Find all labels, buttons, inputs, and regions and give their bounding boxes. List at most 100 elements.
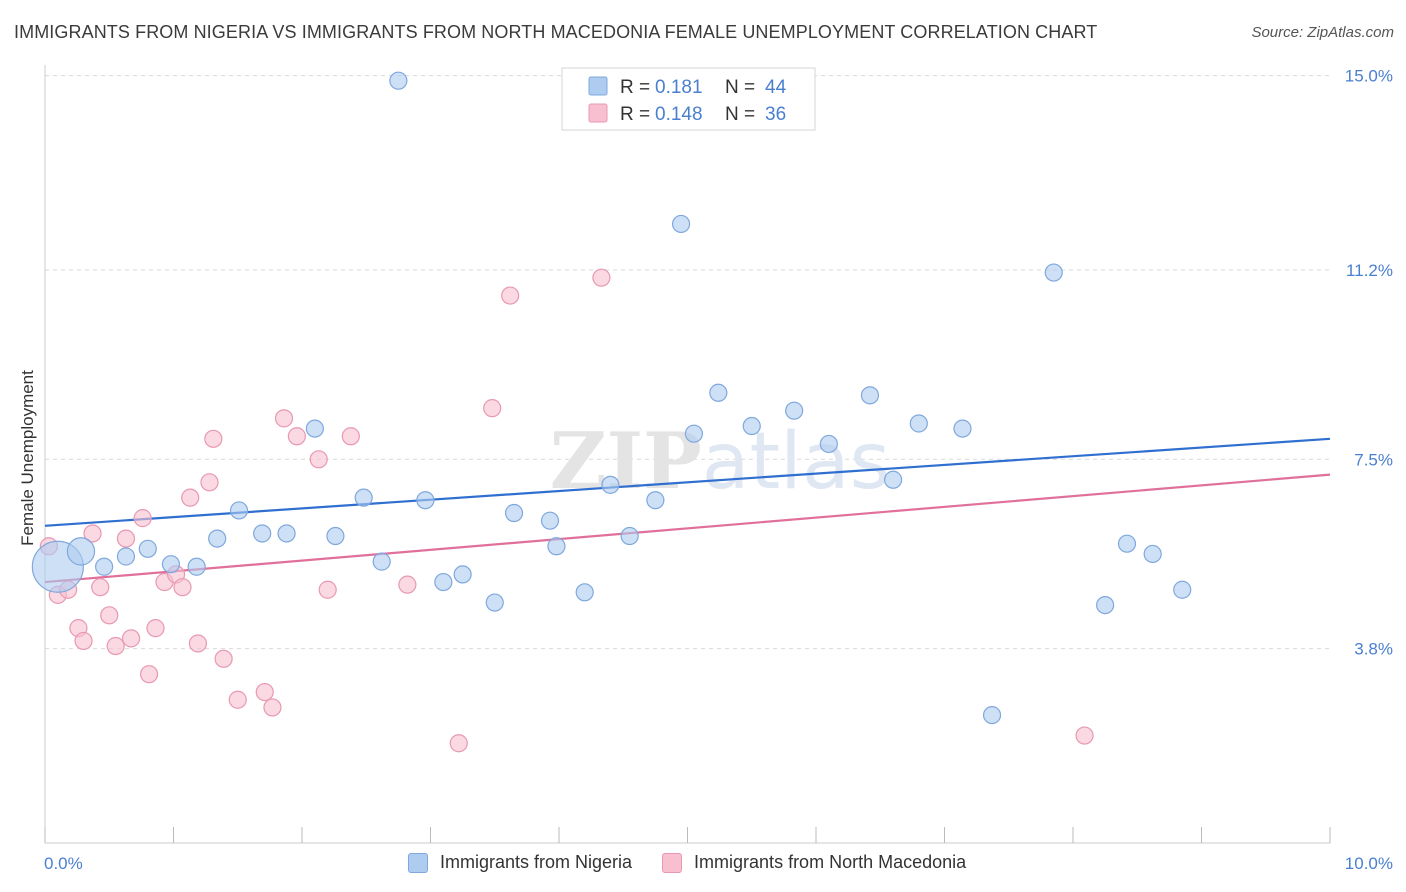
nigeria-point bbox=[620, 526, 639, 546]
nigeria-point bbox=[819, 434, 838, 454]
nigeria-point bbox=[709, 383, 728, 402]
nigeria-point bbox=[547, 537, 566, 556]
north-macedonia-point bbox=[274, 409, 294, 428]
source-label: Source: ZipAtlas.com bbox=[1251, 24, 1394, 41]
nigeria-point bbox=[229, 501, 249, 520]
data-points bbox=[31, 71, 1192, 753]
north-macedonia-point bbox=[188, 634, 208, 653]
north-macedonia-point bbox=[91, 578, 110, 597]
north-macedonia-point bbox=[83, 524, 102, 543]
legend-swatch bbox=[588, 103, 608, 123]
nigeria-point bbox=[1096, 595, 1115, 615]
nigeria-point bbox=[684, 424, 704, 443]
legend-item-north-macedonia[interactable]: Immigrants from North Macedonia bbox=[662, 852, 966, 873]
x-tick-label: 0.0% bbox=[44, 854, 83, 873]
chart-title: IMMIGRANTS FROM NIGERIA VS IMMIGRANTS FR… bbox=[14, 22, 1098, 42]
legend-text: R = bbox=[620, 77, 650, 98]
nigeria-point bbox=[416, 491, 435, 510]
nigeria-point bbox=[95, 557, 114, 576]
nigeria-point bbox=[1117, 534, 1137, 553]
north-macedonia-point bbox=[341, 427, 360, 446]
watermark: ZIPatlas bbox=[550, 416, 891, 507]
nigeria-point bbox=[646, 491, 665, 510]
north-macedonia-point bbox=[263, 698, 282, 717]
nigeria-point bbox=[953, 419, 972, 438]
nigeria-point bbox=[305, 419, 324, 438]
nigeria-point bbox=[785, 401, 804, 420]
legend-label-north-macedonia: Immigrants from North Macedonia bbox=[694, 852, 967, 872]
legend-item-nigeria[interactable]: Immigrants from Nigeria bbox=[408, 852, 632, 873]
nigeria-point bbox=[601, 475, 620, 494]
y-tick-label: 7.5% bbox=[1354, 450, 1393, 469]
north-macedonia-trend-line bbox=[44, 473, 1331, 584]
nigeria-point bbox=[504, 503, 524, 523]
north-macedonia-point bbox=[139, 665, 159, 684]
north-macedonia-point bbox=[181, 488, 200, 507]
legend-label-nigeria: Immigrants from Nigeria bbox=[440, 852, 633, 872]
north-macedonia-point bbox=[483, 399, 502, 418]
north-macedonia-point bbox=[121, 629, 141, 648]
nigeria-point bbox=[138, 539, 157, 558]
north-macedonia-point bbox=[449, 734, 468, 753]
legend-text: 0.148 bbox=[655, 104, 703, 125]
north-macedonia-point bbox=[116, 529, 136, 548]
series-legend: Immigrants from Nigeria Immigrants from … bbox=[408, 852, 996, 873]
axes bbox=[44, 65, 1331, 844]
nigeria-point bbox=[909, 414, 928, 433]
nigeria-point bbox=[540, 511, 560, 530]
north-macedonia-point bbox=[1075, 726, 1094, 745]
nigeria-trend-line bbox=[44, 437, 1331, 527]
nigeria-point bbox=[326, 526, 345, 546]
north-macedonia-point bbox=[255, 682, 274, 702]
nigeria-point bbox=[277, 524, 296, 543]
x-tick-label: 10.0% bbox=[1345, 854, 1393, 873]
north-macedonia-point bbox=[133, 509, 152, 528]
nigeria-point bbox=[453, 565, 472, 584]
north-macedonia-point bbox=[106, 636, 125, 656]
legend-swatch-pink bbox=[662, 852, 683, 873]
nigeria-point bbox=[1143, 544, 1162, 564]
north-macedonia-point bbox=[592, 268, 611, 287]
nigeria-point bbox=[883, 470, 903, 489]
correlation-legend: R = 0.181 N = 44 R = 0.148 N = 36 bbox=[561, 67, 816, 131]
nigeria-point bbox=[372, 552, 391, 571]
nigeria-point bbox=[253, 524, 272, 543]
nigeria-point bbox=[1173, 580, 1192, 599]
nigeria-point bbox=[389, 71, 408, 90]
nigeria-point bbox=[354, 488, 373, 507]
nigeria-point bbox=[671, 214, 691, 234]
north-macedonia-point bbox=[146, 619, 165, 638]
north-macedonia-point bbox=[204, 429, 223, 448]
legend-swatch-blue bbox=[408, 852, 428, 873]
nigeria-point bbox=[434, 572, 453, 592]
nigeria-point bbox=[208, 529, 227, 548]
trend-lines bbox=[44, 437, 1331, 584]
nigeria-point bbox=[187, 557, 206, 576]
y-tick-label: 15.0% bbox=[1345, 67, 1393, 86]
legend-text: 44 bbox=[765, 77, 787, 98]
north-macedonia-point bbox=[398, 575, 417, 594]
y-tick-label: 11.2% bbox=[1346, 261, 1393, 280]
nigeria-point bbox=[982, 705, 1002, 725]
legend-text: N = bbox=[725, 77, 755, 98]
north-macedonia-point bbox=[287, 427, 306, 446]
legend-text: N = bbox=[725, 104, 755, 125]
nigeria-point bbox=[742, 416, 761, 436]
nigeria-point bbox=[1044, 263, 1063, 282]
legend-swatch bbox=[588, 76, 608, 96]
nigeria-point bbox=[485, 593, 504, 612]
nigeria-point bbox=[575, 583, 594, 602]
north-macedonia-point bbox=[74, 631, 93, 651]
grid-lines bbox=[45, 75, 1330, 650]
nigeria-point bbox=[161, 555, 181, 574]
north-macedonia-point bbox=[214, 649, 233, 668]
legend-text: 0.181 bbox=[655, 77, 703, 98]
north-macedonia-point bbox=[501, 286, 520, 305]
nigeria-point bbox=[66, 537, 96, 566]
north-macedonia-point bbox=[100, 606, 119, 625]
north-macedonia-point bbox=[228, 690, 247, 709]
north-macedonia-point bbox=[318, 580, 337, 599]
north-macedonia-point bbox=[309, 450, 328, 469]
tick-labels: 3.8% 7.5% 11.2% 15.0% 0.0% 10.0% bbox=[44, 67, 1393, 873]
north-macedonia-point bbox=[173, 578, 192, 597]
